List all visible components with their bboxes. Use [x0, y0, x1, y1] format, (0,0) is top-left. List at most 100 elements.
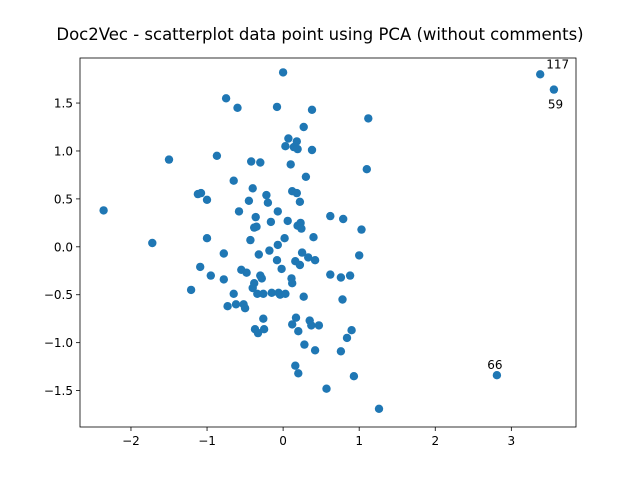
- data-point-54: [277, 264, 286, 274]
- data-point-79: [297, 224, 306, 233]
- data-point-51: [273, 240, 282, 250]
- data-point-41: [259, 289, 268, 298]
- data-point-107: [362, 165, 371, 174]
- data-point-88: [307, 105, 317, 115]
- annotation-label-117: 117: [546, 57, 569, 71]
- data-point-69: [291, 313, 301, 322]
- data-point-84: [301, 172, 311, 181]
- data-point-70: [292, 137, 301, 146]
- data-point-46: [266, 217, 276, 227]
- data-point-39: [257, 274, 266, 283]
- data-point-72: [293, 144, 302, 154]
- data-point-76: [295, 260, 305, 270]
- data-point-61: [286, 160, 295, 169]
- data-point-87: [307, 321, 316, 330]
- data-point-10: [212, 151, 222, 160]
- data-point-98: [336, 347, 346, 356]
- x-axis-ticks: −2 −1 0 1 2 3: [122, 427, 515, 448]
- data-point-18: [233, 103, 242, 113]
- data-point-5: [196, 188, 206, 198]
- x-tick-label: 3: [508, 434, 516, 448]
- data-point-26: [247, 157, 256, 166]
- data-point-25: [246, 235, 255, 245]
- data-point-94: [322, 384, 331, 393]
- data-point-12: [219, 275, 228, 284]
- data-point-36: [254, 250, 263, 259]
- data-point-81: [299, 122, 308, 132]
- x-tick-label: 0: [279, 434, 287, 448]
- annotation-label-66: 66: [487, 358, 502, 372]
- y-tick-label: −0.5: [44, 288, 73, 302]
- data-point-92: [310, 346, 320, 355]
- y-tick-label: 0.5: [54, 192, 73, 206]
- data-point-68: [291, 361, 300, 370]
- data-point-89: [307, 145, 317, 155]
- data-point-71: [292, 188, 301, 198]
- data-point-49: [272, 256, 282, 265]
- chart-title: Doc2Vec - scatterplot data point using P…: [56, 25, 583, 44]
- data-point-74: [294, 369, 303, 378]
- data-point-34: [253, 289, 262, 298]
- data-point-43: [262, 190, 271, 200]
- data-point-93: [314, 321, 324, 330]
- data-point-83: [300, 340, 309, 349]
- data-point-47: [267, 288, 276, 297]
- y-tick-label: −1.0: [44, 336, 73, 350]
- data-point-105: [355, 251, 364, 260]
- data-point-13: [221, 94, 231, 103]
- data-point-112: [549, 85, 559, 94]
- data-point-6: [196, 262, 205, 272]
- data-point-24: [244, 196, 254, 205]
- data-point-109: [374, 404, 384, 413]
- data-point-108: [364, 114, 373, 123]
- data-point-64: [288, 320, 297, 329]
- data-point-77: [295, 197, 305, 206]
- data-point-45: [265, 246, 274, 255]
- data-point-55: [278, 68, 288, 77]
- data-point-3: [186, 285, 196, 295]
- data-point-30: [250, 279, 259, 288]
- data-point-2: [164, 155, 174, 164]
- plot-frame: [79, 57, 577, 428]
- data-point-9: [206, 271, 215, 280]
- data-point-23: [242, 268, 251, 277]
- data-point-7: [202, 195, 212, 204]
- data-point-96: [326, 270, 335, 279]
- data-point-101: [342, 333, 352, 343]
- data-point-63: [288, 279, 297, 288]
- data-point-106: [357, 225, 366, 234]
- data-point-99: [338, 295, 347, 304]
- data-point-90: [309, 233, 318, 242]
- data-point-80: [297, 248, 307, 257]
- data-point-44: [263, 198, 273, 207]
- y-tick-label: 1.5: [54, 97, 73, 111]
- data-point-1: [148, 238, 157, 248]
- x-tick-label: 2: [431, 434, 439, 448]
- y-axis-ticks: −1.5 −1.0 −0.5 0.0 0.5 1.0 1.5: [44, 97, 80, 398]
- y-tick-label: 0.0: [54, 240, 73, 254]
- data-point-50: [273, 207, 282, 216]
- data-point-103: [347, 326, 356, 335]
- data-point-104: [349, 372, 359, 381]
- data-point-82: [299, 292, 308, 301]
- annotation-label-59: 59: [548, 98, 563, 112]
- data-point-35: [253, 328, 263, 338]
- x-tick-label: −1: [198, 434, 216, 448]
- data-point-56: [280, 234, 289, 243]
- points-layer: [99, 68, 559, 413]
- data-point-85: [304, 253, 313, 262]
- data-point-19: [234, 207, 244, 216]
- data-point-32: [251, 212, 260, 222]
- data-point-27: [248, 184, 257, 193]
- data-point-95: [326, 211, 335, 221]
- data-point-22: [240, 304, 250, 313]
- data-point-17: [231, 300, 241, 309]
- data-point-11: [219, 249, 228, 258]
- x-tick-label: 1: [355, 434, 363, 448]
- data-point-102: [345, 271, 355, 280]
- data-point-100: [339, 214, 348, 224]
- data-point-75: [294, 327, 303, 336]
- data-point-8: [202, 234, 212, 243]
- data-point-15: [229, 176, 238, 185]
